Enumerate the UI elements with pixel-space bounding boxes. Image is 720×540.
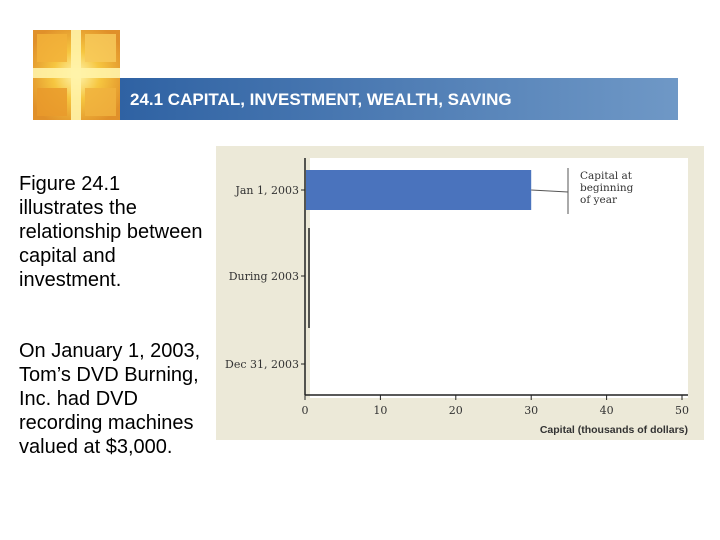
cross-logo-graphic bbox=[33, 30, 120, 120]
decorative-logo bbox=[33, 30, 120, 120]
x-tick-label: 50 bbox=[675, 404, 689, 417]
category-label: During 2003 bbox=[229, 270, 299, 283]
slide-title: 24.1 CAPITAL, INVESTMENT, WEALTH, SAVING bbox=[130, 90, 512, 109]
x-axis-title: Capital (thousands of dollars) bbox=[540, 424, 688, 436]
capital-chart: 0 10 20 30 40 50 Capital (thousands of dollars… bbox=[216, 146, 704, 440]
title-banner: 24.1 CAPITAL, INVESTMENT, WEALTH, SAVING bbox=[120, 78, 678, 120]
x-tick-label: 10 bbox=[373, 404, 387, 417]
category-label: Dec 31, 2003 bbox=[225, 358, 299, 371]
annotation-text-line: of year bbox=[580, 194, 618, 206]
x-tick-label: 30 bbox=[524, 404, 538, 417]
category-label: Jan 1, 2003 bbox=[234, 184, 299, 197]
annotation-text-line: beginning bbox=[580, 182, 634, 194]
body-paragraph-1: Figure 24.1 illustrates the relationship… bbox=[19, 173, 203, 291]
x-tick-label: 40 bbox=[600, 404, 614, 417]
bar-capital-jan-1-2003 bbox=[306, 170, 532, 210]
chart-svg: 0 10 20 30 40 50 Capital (thousands of dollars… bbox=[216, 146, 704, 440]
body-paragraph-2: On January 1, 2003, Tom’s DVD Burning, I… bbox=[19, 340, 201, 458]
annotation-text-line: Capital at bbox=[580, 170, 633, 182]
x-tick-label: 0 bbox=[302, 404, 309, 417]
annotation-leader-line bbox=[531, 189, 569, 193]
x-tick-label: 20 bbox=[449, 404, 463, 417]
